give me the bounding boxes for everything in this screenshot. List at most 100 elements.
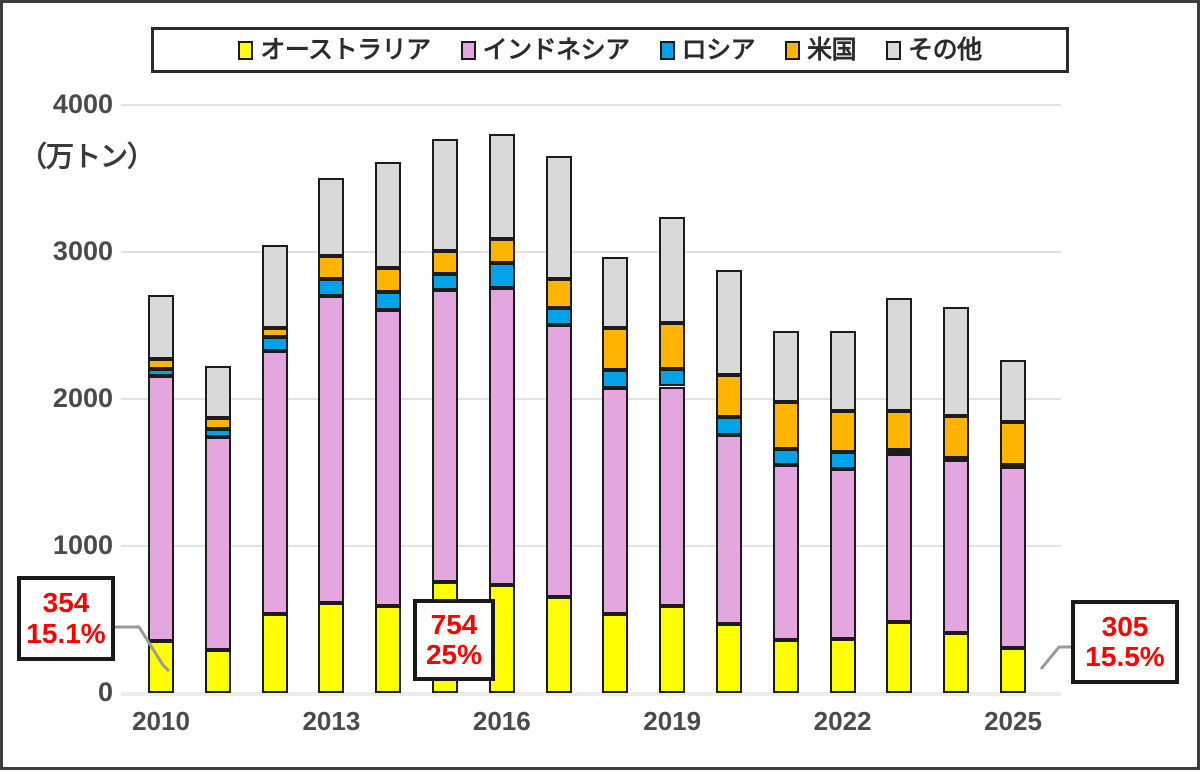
bar-segment-2020-0[interactable] bbox=[716, 623, 742, 693]
bar-segment-2012-1[interactable] bbox=[261, 351, 288, 615]
bar-segment-2025-1[interactable] bbox=[1000, 466, 1026, 649]
bar-segment-2018-2[interactable] bbox=[602, 370, 629, 388]
bar-2019[interactable] bbox=[659, 3, 686, 693]
bar-segment-2025-2[interactable] bbox=[1000, 465, 1026, 470]
bar-segment-2013-2[interactable] bbox=[318, 279, 345, 297]
bar-segment-2020-3[interactable] bbox=[716, 374, 742, 418]
bar-2022[interactable] bbox=[829, 3, 856, 693]
bar-segment-2010-0[interactable] bbox=[148, 640, 174, 693]
bar-segment-2020-2[interactable] bbox=[716, 417, 742, 435]
bar-2024[interactable] bbox=[943, 3, 970, 693]
bar-segment-2011-2[interactable] bbox=[204, 429, 231, 438]
bar-segment-2017-0[interactable] bbox=[545, 596, 572, 693]
bar-segment-2014-2[interactable] bbox=[375, 292, 402, 311]
bar-2023[interactable] bbox=[886, 3, 913, 693]
bar-segment-2015-1[interactable] bbox=[432, 290, 458, 583]
bar-segment-2014-3[interactable] bbox=[375, 268, 402, 293]
bar-segment-2017-2[interactable] bbox=[545, 307, 572, 325]
bar-segment-2017-4[interactable] bbox=[545, 155, 572, 280]
bar-segment-2022-3[interactable] bbox=[829, 411, 856, 452]
bar-segment-2014-0[interactable] bbox=[375, 605, 402, 693]
bar-segment-2010-1[interactable] bbox=[148, 376, 174, 641]
legend-item-3[interactable]: 米国 bbox=[785, 37, 857, 63]
bar-2017[interactable] bbox=[545, 3, 572, 693]
bar-segment-2018-1[interactable] bbox=[602, 387, 629, 614]
bar-segment-2024-0[interactable] bbox=[943, 633, 970, 693]
bar-2025[interactable] bbox=[1000, 3, 1026, 693]
bar-segment-2023-0[interactable] bbox=[886, 622, 913, 693]
bar-segment-2013-4[interactable] bbox=[318, 177, 345, 256]
bar-segment-2023-3[interactable] bbox=[886, 410, 913, 450]
bar-segment-2020-1[interactable] bbox=[716, 435, 742, 624]
bar-segment-2011-3[interactable] bbox=[204, 418, 231, 430]
bar-2016[interactable] bbox=[488, 3, 515, 693]
bar-segment-2018-3[interactable] bbox=[602, 327, 629, 371]
bar-2021[interactable] bbox=[772, 3, 799, 693]
bar-segment-2021-4[interactable] bbox=[772, 331, 799, 402]
y-axis-unit-label: （万トン） bbox=[19, 141, 155, 172]
bar-segment-2024-3[interactable] bbox=[943, 415, 970, 458]
bar-segment-2010-2[interactable] bbox=[148, 369, 174, 377]
bar-segment-2019-1[interactable] bbox=[659, 386, 686, 606]
bar-segment-2013-3[interactable] bbox=[318, 255, 345, 280]
legend-item-0[interactable]: オーストラリア bbox=[238, 37, 431, 63]
bar-segment-2018-4[interactable] bbox=[602, 257, 629, 328]
bar-segment-2019-0[interactable] bbox=[659, 605, 686, 693]
bar-segment-2023-4[interactable] bbox=[886, 298, 913, 411]
bar-2010[interactable] bbox=[148, 3, 174, 693]
bar-segment-2022-2[interactable] bbox=[829, 451, 856, 469]
bar-segment-2019-2[interactable] bbox=[659, 368, 686, 387]
bar-2012[interactable] bbox=[261, 3, 288, 693]
bar-segment-2022-4[interactable] bbox=[829, 331, 856, 412]
bar-segment-2019-3[interactable] bbox=[659, 322, 686, 369]
bar-segment-2023-2[interactable] bbox=[886, 449, 913, 455]
bar-segment-2010-4[interactable] bbox=[148, 294, 174, 360]
bar-segment-2010-3[interactable] bbox=[148, 359, 174, 369]
legend-item-2[interactable]: ロシア bbox=[659, 37, 756, 63]
bar-segment-2021-3[interactable] bbox=[772, 401, 799, 449]
bar-segment-2013-0[interactable] bbox=[318, 603, 345, 693]
bar-segment-2013-1[interactable] bbox=[318, 296, 345, 604]
bar-segment-2011-1[interactable] bbox=[204, 437, 231, 651]
bar-segment-2021-1[interactable] bbox=[772, 465, 799, 641]
bar-segment-2016-3[interactable] bbox=[488, 239, 515, 264]
bar-segment-2025-0[interactable] bbox=[1000, 648, 1026, 693]
bar-segment-2012-0[interactable] bbox=[261, 614, 288, 693]
bar-segment-2021-2[interactable] bbox=[772, 448, 799, 466]
bar-segment-2022-1[interactable] bbox=[829, 468, 856, 639]
bar-segment-2014-1[interactable] bbox=[375, 310, 402, 606]
bar-segment-2015-2[interactable] bbox=[432, 274, 458, 291]
bar-segment-2021-0[interactable] bbox=[772, 640, 799, 693]
bar-segment-2024-2[interactable] bbox=[943, 457, 970, 462]
bar-segment-2011-4[interactable] bbox=[204, 365, 231, 419]
bar-segment-2023-1[interactable] bbox=[886, 454, 913, 623]
bar-segment-2012-4[interactable] bbox=[261, 245, 288, 328]
bar-segment-2016-4[interactable] bbox=[488, 133, 515, 240]
bar-2018[interactable] bbox=[602, 3, 629, 693]
bar-segment-2012-3[interactable] bbox=[261, 327, 288, 337]
bar-segment-2017-1[interactable] bbox=[545, 324, 572, 597]
bar-2015[interactable] bbox=[432, 3, 458, 693]
bar-2013[interactable] bbox=[318, 3, 345, 693]
bar-segment-2011-0[interactable] bbox=[204, 650, 231, 693]
legend-item-4[interactable]: その他 bbox=[886, 37, 982, 63]
bar-segment-2022-0[interactable] bbox=[829, 638, 856, 693]
bar-segment-2017-3[interactable] bbox=[545, 279, 572, 308]
bar-segment-2014-4[interactable] bbox=[375, 162, 402, 269]
bar-segment-2016-2[interactable] bbox=[488, 263, 515, 288]
bar-2020[interactable] bbox=[716, 3, 742, 693]
bar-segment-2025-3[interactable] bbox=[1000, 421, 1026, 466]
bar-segment-2015-3[interactable] bbox=[432, 250, 458, 275]
bar-segment-2018-0[interactable] bbox=[602, 613, 629, 693]
bar-2014[interactable] bbox=[375, 3, 402, 693]
bar-2011[interactable] bbox=[204, 3, 231, 693]
bar-segment-2016-1[interactable] bbox=[488, 287, 515, 585]
bar-segment-2015-4[interactable] bbox=[432, 138, 458, 251]
bar-segment-2025-4[interactable] bbox=[1000, 360, 1026, 422]
bar-segment-2012-2[interactable] bbox=[261, 336, 288, 352]
bar-segment-2020-4[interactable] bbox=[716, 269, 742, 375]
bar-segment-2024-1[interactable] bbox=[943, 460, 970, 634]
legend-item-1[interactable]: インドネシア bbox=[460, 37, 630, 63]
bar-segment-2024-4[interactable] bbox=[943, 307, 970, 416]
bar-segment-2019-4[interactable] bbox=[659, 216, 686, 323]
